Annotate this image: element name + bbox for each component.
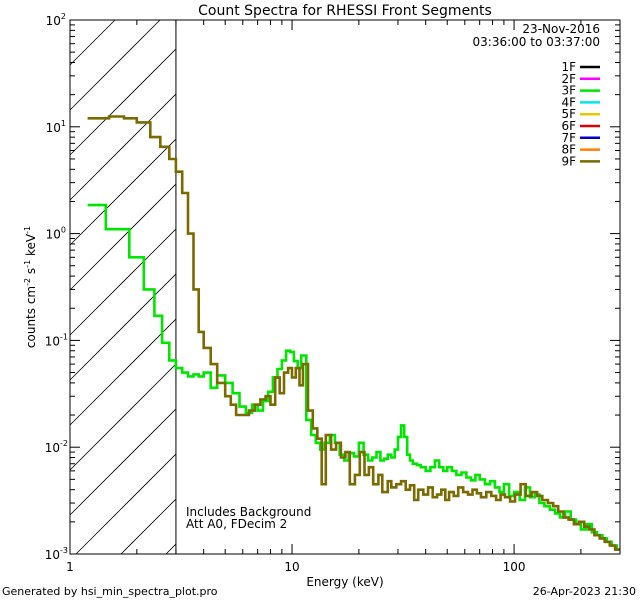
excluded-region-hatch <box>69 19 177 555</box>
legend-label: 1F <box>561 60 576 74</box>
y-tick-label: 10-1 <box>45 332 68 348</box>
chart-title: Count Spectra for RHESSI Front Segments <box>198 3 492 19</box>
y-axis-label-part: s <box>24 268 38 278</box>
legend-label: 7F <box>561 131 576 145</box>
series-9F-line <box>87 115 620 551</box>
header-time-range: 03:36:00 to 03:37:00 <box>473 35 600 49</box>
hatch-line <box>69 318 177 426</box>
annotation-attenuator: Att A0, FDecim 2 <box>186 517 287 531</box>
hatch-line <box>69 273 177 381</box>
header-date: 23-Nov-2016 <box>522 22 600 36</box>
x-axis-label: Energy (keV) <box>306 575 383 589</box>
y-axis-label-part: -1 <box>23 226 32 234</box>
y-axis-label-part: -2 <box>23 278 32 286</box>
y-axis-label-part: -1 <box>23 260 32 268</box>
y-tick-label: 100 <box>46 226 66 242</box>
y-axis-label-part: keV <box>24 233 38 260</box>
annotation-background: Includes Background <box>186 505 311 519</box>
y-axis-label: counts cm-2 s-1 keV-1 <box>23 226 38 348</box>
x-tick-label: 1 <box>66 560 74 574</box>
hatch-line <box>69 228 177 336</box>
hatch-line <box>69 138 177 246</box>
hatch-line <box>69 408 177 516</box>
footer-timestamp: 26-Apr-2023 21:30 <box>533 585 636 598</box>
plot-frame <box>69 19 621 555</box>
hatch-line <box>120 498 177 555</box>
hatch-line <box>69 19 116 66</box>
legend-label: 4F <box>561 95 576 109</box>
x-tick-label: 10 <box>284 560 299 574</box>
legend-label: 6F <box>561 119 576 133</box>
footer-generator: Generated by hsi_min_spectra_plot.pro <box>2 585 218 598</box>
x-tick-label: 100 <box>503 560 526 574</box>
y-tick-label: 10-2 <box>45 439 68 455</box>
hatch-line <box>165 543 177 555</box>
series-3F-line <box>87 203 620 551</box>
hatch-line <box>69 48 177 156</box>
legend-label: 8F <box>561 143 576 157</box>
y-axis-label-part: counts cm <box>24 286 38 348</box>
legend-label: 5F <box>561 107 576 121</box>
hatch-line <box>69 19 161 111</box>
hatch-line <box>69 93 177 201</box>
legend-label: 2F <box>561 72 576 86</box>
y-tick-label: 10-3 <box>45 546 68 562</box>
hatch-line <box>69 183 177 291</box>
y-tick-label: 101 <box>46 119 66 135</box>
hatch-line <box>75 453 177 555</box>
y-tick-label: 102 <box>46 12 66 28</box>
legend-label: 3F <box>561 84 576 98</box>
legend-label: 9F <box>561 154 576 168</box>
hatch-line <box>69 363 177 471</box>
